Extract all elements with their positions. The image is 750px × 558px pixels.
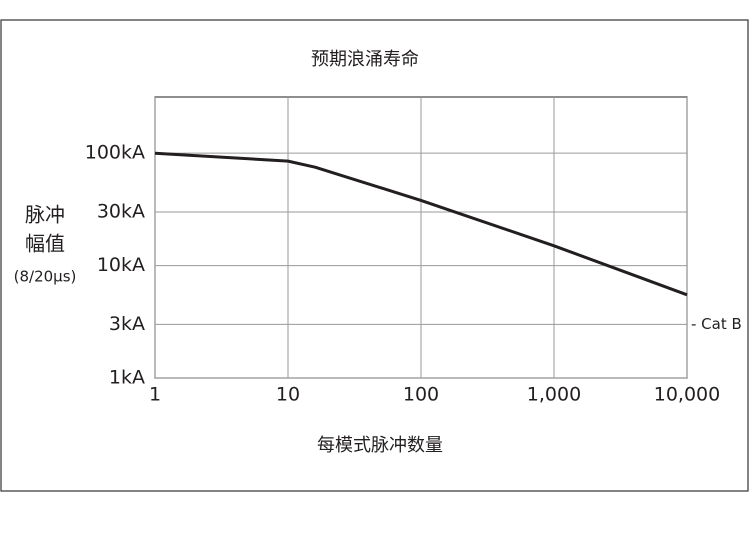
x-tick-label: 100: [403, 384, 439, 406]
y-tick-label: 1kA: [109, 367, 145, 389]
data-line: [154, 151, 688, 297]
x-tick-label: 1: [149, 384, 161, 406]
y-tick-label: 30kA: [97, 200, 145, 222]
frame: [0, 19, 749, 492]
x-axis-label: 每模式脉冲数量: [317, 435, 443, 456]
x-tick-label: 10: [276, 384, 300, 406]
y-axis-sublabel: (8/20μs): [14, 268, 77, 286]
chart-title: 预期浪涌寿命: [311, 49, 419, 70]
annotation: - Cat B: [691, 315, 742, 333]
x-tick-label: 1,000: [527, 384, 581, 406]
y-axis-label: 脉冲: [25, 203, 65, 227]
y-tick-label: 100kA: [85, 142, 145, 164]
x-tick-label: 10,000: [654, 384, 720, 406]
y-axis-label: 幅值: [25, 232, 65, 256]
y-tick-label: 10kA: [97, 254, 145, 276]
y-tick-label: 3kA: [109, 313, 145, 335]
